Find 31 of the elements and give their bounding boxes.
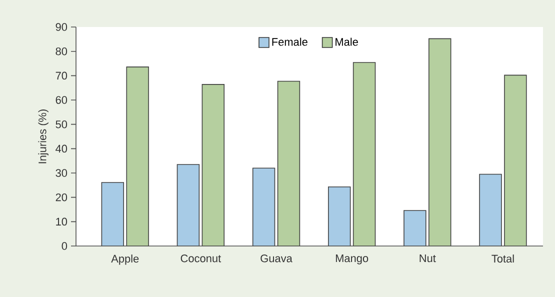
bar xyxy=(504,74,527,246)
y-tick-label: 80 xyxy=(56,47,68,56)
legend-label: Female xyxy=(272,38,308,46)
x-tick-label: Apple xyxy=(111,254,139,265)
x-tick-label: Nut xyxy=(420,254,436,262)
x-tick-label: Coconut xyxy=(180,254,222,262)
bar xyxy=(404,210,426,246)
y-tick-label: 70 xyxy=(56,72,68,80)
y-tick-label: 90 xyxy=(56,23,68,31)
bar xyxy=(479,174,502,246)
bar xyxy=(126,66,149,246)
x-tick-label: Mango xyxy=(336,254,368,264)
bar xyxy=(101,182,124,246)
y-tick-label: 0 xyxy=(62,242,68,250)
bar xyxy=(428,38,452,246)
x-tick-label: Guava xyxy=(260,254,292,262)
y-tick-label: 50 xyxy=(56,120,68,128)
y-tick-label: 40 xyxy=(56,144,68,153)
y-tick-label: 10 xyxy=(56,218,68,226)
legend-label: Male xyxy=(336,38,358,46)
bar xyxy=(277,80,300,246)
y-tick-label: 60 xyxy=(56,96,68,104)
bar xyxy=(252,168,276,246)
y-tick-label: 30 xyxy=(56,169,68,177)
x-tick-label: Total xyxy=(492,254,514,263)
y-axis-title: Injuries (%) xyxy=(38,109,48,164)
bar xyxy=(202,84,225,246)
bar xyxy=(176,164,200,246)
y-tick-label: 20 xyxy=(56,193,68,202)
bar xyxy=(328,186,351,246)
bar xyxy=(352,62,376,246)
